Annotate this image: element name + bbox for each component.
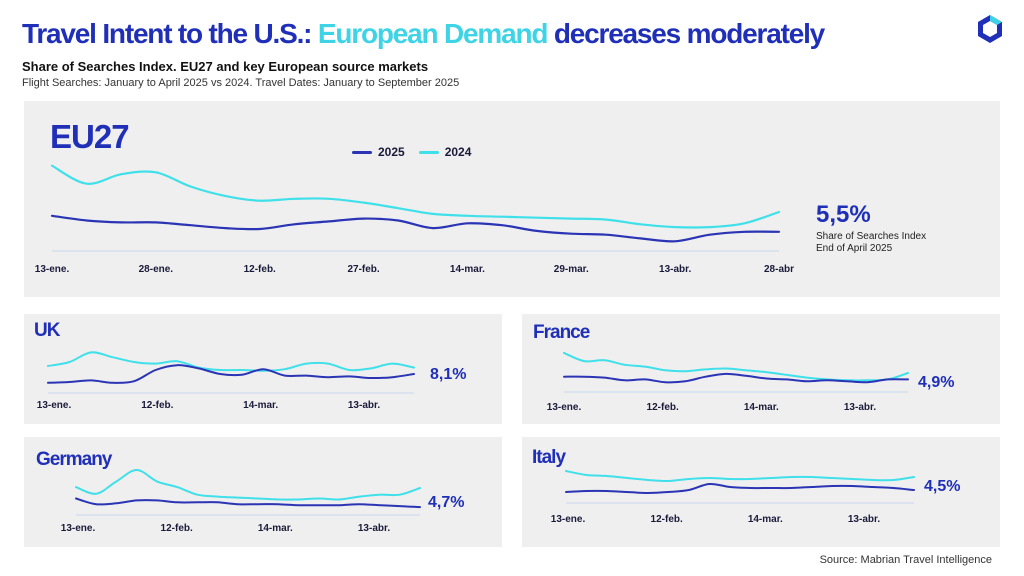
series-line-germany-2025 bbox=[75, 497, 421, 509]
tick-label-france: 13-ene. bbox=[547, 402, 582, 413]
tick-label-germany: 13-abr. bbox=[358, 523, 390, 534]
series-line-italy-2024 bbox=[565, 470, 915, 483]
tick-label-italy: 13-abr. bbox=[848, 514, 880, 525]
legend-swatch-2024 bbox=[418, 150, 439, 154]
panel-eu27: 13-ene. 28-ene. 12-feb. 27-feb. 14-mar. 29-ma… bbox=[24, 101, 1000, 297]
value-france: 4,9% bbox=[918, 374, 955, 391]
page-subtitle-detail: Flight Searches: January to April 2025 v… bbox=[22, 77, 460, 89]
tick-label-uk: 13-ene. bbox=[37, 400, 72, 411]
tick-label-eu27: 13-ene. bbox=[35, 264, 70, 275]
value-italy: 4,5% bbox=[924, 478, 961, 495]
chart-uk: 13-ene. 12-feb. 14-mar. 13-abr. bbox=[37, 351, 415, 411]
note-line-1: Share of Searches Index bbox=[816, 231, 927, 242]
legend-item-2025: 2025 bbox=[352, 145, 405, 159]
panel-title-eu27: EU27 bbox=[50, 118, 130, 155]
tick-label-france: 12-feb. bbox=[647, 402, 679, 413]
tick-label-uk: 12-feb. bbox=[141, 400, 173, 411]
tick-label-eu27: 29-mar. bbox=[554, 264, 589, 275]
legend-label-2024: 2024 bbox=[444, 145, 472, 159]
tick-label-germany: 14-mar. bbox=[258, 523, 293, 534]
legend-item-2024: 2024 bbox=[418, 145, 472, 159]
value-uk: 8,1% bbox=[430, 366, 467, 383]
legend-swatch-2025 bbox=[352, 150, 372, 154]
tick-label-germany: 13-ene. bbox=[61, 523, 96, 534]
series-line-france-2024 bbox=[563, 351, 909, 382]
panel-germany: 13-ene. 12-feb. 14-mar. 13-abr. Germany 4,7… bbox=[24, 437, 502, 547]
series-line-eu27-2024 bbox=[50, 164, 781, 229]
series-line-italy-2025 bbox=[565, 482, 915, 494]
series-line-germany-2024 bbox=[75, 469, 421, 501]
series-line-uk-2024 bbox=[47, 351, 415, 372]
tick-label-eu27: 28-ene. bbox=[139, 264, 174, 275]
title-part3: decreases moderately bbox=[547, 18, 825, 49]
tick-label-germany: 12-feb. bbox=[161, 523, 193, 534]
tick-label-uk: 14-mar. bbox=[243, 400, 278, 411]
tick-label-eu27: 14-mar. bbox=[450, 264, 485, 275]
page-subtitle: Share of Searches Index. EU27 and key Eu… bbox=[22, 59, 429, 74]
tick-label-uk: 13-abr. bbox=[348, 400, 380, 411]
panel-italy: 13-ene. 12-feb. 14-mar. 13-abr. Italy 4,5% bbox=[522, 437, 1000, 547]
panel-title-france: France bbox=[533, 322, 590, 343]
title-part1: Travel Intent to the U.S.: bbox=[22, 18, 318, 49]
page-title: Travel Intent to the U.S.: European Dema… bbox=[22, 18, 825, 50]
tick-label-france: 14-mar. bbox=[744, 402, 779, 413]
source-note: Source: Mabrian Travel Intelligence bbox=[819, 554, 992, 566]
legend: 2025 2024 bbox=[352, 145, 471, 159]
tick-label-eu27: 12-feb. bbox=[244, 264, 276, 275]
chart-italy: 13-ene. 12-feb. 14-mar. 13-abr. bbox=[551, 470, 915, 525]
chart-germany: 13-ene. 12-feb. 14-mar. 13-abr. bbox=[61, 469, 421, 534]
tick-label-eu27: 27-feb. bbox=[347, 264, 379, 275]
legend-label-2025: 2025 bbox=[378, 145, 405, 159]
panel-title-italy: Italy bbox=[532, 447, 566, 468]
series-line-france-2025 bbox=[563, 372, 909, 384]
panel-uk: 13-ene. 12-feb. 14-mar. 13-abr. UK 8,1% bbox=[24, 314, 502, 424]
tick-label-eu27: 13-abr. bbox=[659, 264, 691, 275]
panel-title-uk: UK bbox=[34, 320, 60, 341]
chart-france: 13-ene. 12-feb. 14-mar. 13-abr. bbox=[547, 351, 909, 413]
value-germany: 4,7% bbox=[428, 494, 465, 511]
series-line-eu27-2025 bbox=[50, 214, 781, 243]
mabrian-logo-icon bbox=[978, 15, 1002, 43]
tick-label-italy: 13-ene. bbox=[551, 514, 586, 525]
chart-eu27: 13-ene. 28-ene. 12-feb. 27-feb. 14-mar. 29-ma… bbox=[35, 164, 794, 275]
panel-france: 13-ene. 12-feb. 14-mar. 13-abr. France 4,9% bbox=[522, 314, 1000, 424]
tick-label-italy: 12-feb. bbox=[651, 514, 683, 525]
value-eu27: 5,5% bbox=[816, 201, 871, 228]
note-eu27: Share of Searches Index End of April 202… bbox=[816, 231, 926, 255]
title-highlight: European Demand bbox=[317, 18, 549, 49]
tick-label-italy: 14-mar. bbox=[748, 514, 783, 525]
panel-title-germany: Germany bbox=[36, 449, 112, 470]
tick-label-eu27: 28-abr bbox=[764, 264, 794, 275]
note-line-2: End of April 2025 bbox=[816, 243, 893, 254]
tick-label-france: 13-abr. bbox=[844, 402, 876, 413]
series-line-uk-2025 bbox=[47, 364, 415, 384]
